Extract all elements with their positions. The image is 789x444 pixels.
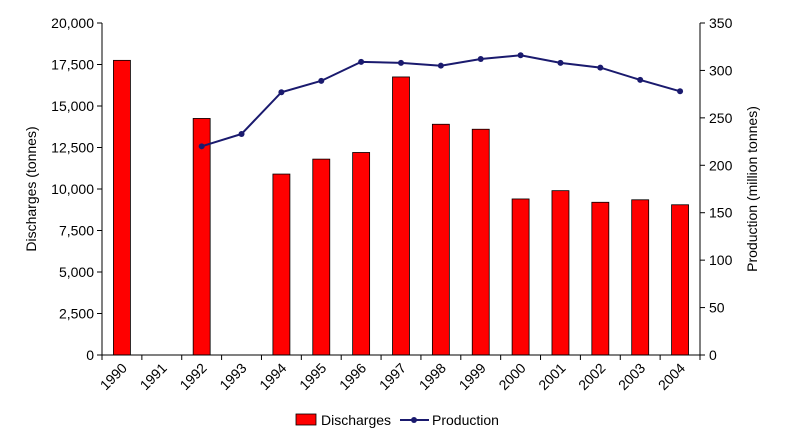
point-1999 [477, 56, 484, 63]
point-2002 [597, 64, 604, 71]
point-1998 [437, 62, 444, 69]
bar-1998 [431, 123, 450, 356]
y-tick-label: 17,500 [51, 57, 94, 73]
y-tick-label: 10,000 [51, 181, 94, 197]
y-tick-label: 7,500 [59, 223, 94, 239]
line-layer [198, 52, 684, 150]
bar-2001 [551, 190, 570, 356]
legend-label-discharges: Discharges [321, 412, 391, 428]
point-2003 [637, 76, 644, 83]
point-1993 [238, 130, 245, 137]
point-1992 [198, 143, 205, 150]
y-axis-label: Discharges (tonnes) [23, 126, 39, 251]
legend-marker-production [411, 417, 417, 423]
point-1995 [318, 77, 325, 84]
y2-axis-label: Production (million tonnes) [744, 106, 760, 272]
bar-1990 [113, 59, 131, 356]
y2-tick-label: 200 [709, 157, 733, 173]
ticks-layer: 0 2,500 5,000 7,500 10,000 12,500 15,000 17,500… [51, 15, 732, 393]
x-tick-label: 1998 [416, 360, 449, 393]
x-tick-label: 2001 [535, 360, 568, 393]
point-2000 [517, 52, 524, 59]
x-tick-label: 2004 [655, 360, 688, 393]
y2-tick-label: 0 [709, 347, 717, 363]
x-tick-label: 1999 [456, 360, 489, 393]
legend-swatch-discharges [295, 413, 317, 426]
bar-1996 [352, 152, 371, 356]
y-tick-label: 0 [86, 347, 94, 363]
x-tick-label: 1996 [336, 360, 369, 393]
y-tick-label: 2,500 [59, 306, 94, 322]
y-tick-label: 5,000 [59, 264, 94, 280]
y2-tick-label: 100 [709, 252, 733, 268]
bar-1992 [192, 118, 211, 356]
y2-tick-label: 300 [709, 62, 733, 78]
point-1994 [278, 89, 285, 96]
y-tick-label: 12,500 [51, 140, 94, 156]
y2-tick-label: 50 [709, 300, 725, 316]
bar-1994 [272, 173, 291, 356]
x-tick-label: 1993 [216, 360, 249, 393]
x-tick-label: 1991 [137, 360, 170, 393]
x-tick-label: 1997 [376, 360, 409, 393]
bar-1997 [392, 76, 410, 356]
bar-2002 [591, 201, 610, 356]
x-tick-label: 1990 [97, 360, 130, 393]
x-tick-label: 2000 [495, 360, 528, 393]
bar-1995 [312, 158, 331, 356]
bar-1999 [471, 128, 490, 356]
x-tick-label: 2003 [615, 360, 648, 393]
point-2001 [557, 59, 564, 66]
point-1996 [358, 58, 365, 65]
point-1997 [398, 59, 404, 66]
x-tick-label: 1995 [296, 360, 329, 393]
legend: Discharges Production [295, 412, 499, 428]
y2-tick-label: 250 [709, 110, 733, 126]
y-tick-label: 15,000 [51, 98, 94, 114]
y2-tick-label: 150 [709, 205, 733, 221]
legend-label-production: Production [432, 412, 499, 428]
x-tick-label: 2002 [575, 360, 608, 393]
y2-tick-label: 350 [709, 15, 733, 31]
bar-2003 [631, 199, 650, 356]
point-2004 [677, 88, 684, 95]
bar-2004 [671, 204, 689, 356]
x-tick-label: 1994 [256, 360, 289, 393]
bars-layer [113, 59, 689, 356]
x-tick-label: 1992 [176, 360, 209, 393]
y-tick-label: 20,000 [51, 15, 94, 31]
bar-2000 [511, 198, 530, 356]
